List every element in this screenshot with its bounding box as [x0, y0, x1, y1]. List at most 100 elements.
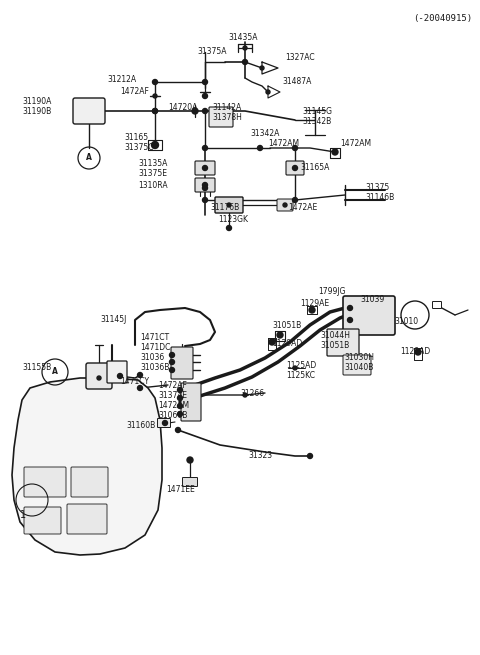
Circle shape	[169, 367, 175, 373]
FancyBboxPatch shape	[343, 296, 395, 335]
Text: 31190B: 31190B	[22, 107, 51, 117]
Circle shape	[348, 318, 352, 322]
Text: 31190A: 31190A	[22, 98, 51, 107]
Text: 1125KC: 1125KC	[286, 371, 315, 381]
Circle shape	[277, 332, 283, 338]
Circle shape	[169, 360, 175, 364]
FancyBboxPatch shape	[277, 199, 293, 211]
Circle shape	[227, 225, 231, 231]
Text: 31176B: 31176B	[210, 204, 239, 212]
Circle shape	[415, 349, 421, 355]
Text: 1472AM: 1472AM	[340, 138, 371, 147]
FancyBboxPatch shape	[432, 301, 442, 309]
Circle shape	[192, 108, 198, 114]
Circle shape	[178, 403, 182, 409]
Text: 31323: 31323	[248, 451, 272, 460]
Text: 31060B: 31060B	[158, 411, 187, 421]
Circle shape	[153, 109, 157, 113]
FancyBboxPatch shape	[343, 355, 371, 375]
Text: 31375E: 31375E	[138, 168, 167, 178]
Circle shape	[137, 386, 143, 390]
Circle shape	[348, 305, 352, 310]
Circle shape	[163, 421, 168, 426]
Text: 31266: 31266	[240, 388, 264, 398]
Text: 31375A: 31375A	[197, 48, 227, 56]
Circle shape	[152, 141, 158, 149]
Text: A: A	[86, 153, 92, 162]
Circle shape	[260, 66, 264, 70]
Text: 31374E: 31374E	[158, 392, 187, 400]
Circle shape	[293, 366, 297, 370]
Text: 14720A: 14720A	[168, 102, 197, 111]
Text: 1123GK: 1123GK	[218, 215, 248, 225]
Circle shape	[203, 79, 207, 84]
Text: 31375C: 31375C	[124, 143, 154, 153]
Text: 31165: 31165	[124, 134, 148, 143]
FancyBboxPatch shape	[24, 507, 61, 534]
Text: 31051B: 31051B	[320, 341, 349, 350]
FancyBboxPatch shape	[209, 107, 233, 127]
FancyBboxPatch shape	[86, 363, 112, 389]
FancyBboxPatch shape	[215, 197, 243, 213]
FancyBboxPatch shape	[67, 504, 107, 534]
Circle shape	[243, 46, 247, 50]
Text: 1: 1	[20, 510, 26, 520]
Text: 1472AF: 1472AF	[120, 86, 149, 96]
Circle shape	[332, 149, 338, 155]
Circle shape	[178, 411, 182, 417]
Text: 1799JG: 1799JG	[318, 286, 346, 295]
Text: 1472AM: 1472AM	[158, 402, 189, 411]
Circle shape	[292, 145, 298, 151]
Text: 1472AF: 1472AF	[158, 381, 187, 390]
Circle shape	[257, 145, 263, 151]
Circle shape	[308, 453, 312, 458]
Circle shape	[176, 428, 180, 432]
Text: 31378H: 31378H	[212, 113, 242, 121]
Text: 1310RA: 1310RA	[138, 181, 168, 189]
Circle shape	[153, 94, 157, 98]
Circle shape	[203, 166, 207, 170]
Circle shape	[178, 388, 182, 392]
Text: 31135A: 31135A	[138, 159, 168, 168]
Circle shape	[178, 396, 182, 400]
Circle shape	[203, 94, 207, 98]
Text: 31044H: 31044H	[320, 331, 350, 341]
Text: 31435A: 31435A	[228, 33, 257, 43]
FancyBboxPatch shape	[195, 161, 215, 175]
Text: 31142A: 31142A	[212, 102, 241, 111]
Text: 31010: 31010	[394, 318, 418, 326]
Circle shape	[203, 109, 207, 113]
Circle shape	[203, 185, 207, 191]
Text: 31051B: 31051B	[272, 322, 301, 331]
FancyBboxPatch shape	[327, 329, 359, 356]
Text: A: A	[52, 367, 58, 377]
Circle shape	[292, 198, 298, 202]
Text: 31039: 31039	[360, 295, 384, 305]
Circle shape	[292, 166, 298, 170]
Text: 31040B: 31040B	[344, 364, 373, 373]
Text: 31036: 31036	[140, 354, 164, 362]
Text: 31030H: 31030H	[344, 354, 374, 362]
Circle shape	[153, 109, 157, 113]
FancyBboxPatch shape	[171, 347, 193, 379]
Text: 1129AD: 1129AD	[272, 339, 302, 348]
Text: 1129AD: 1129AD	[400, 348, 430, 356]
Text: 31146B: 31146B	[365, 193, 394, 202]
Text: 1327AC: 1327AC	[285, 54, 314, 62]
Circle shape	[309, 307, 315, 313]
Text: 31212A: 31212A	[107, 75, 136, 84]
Text: 1471DC: 1471DC	[140, 343, 170, 352]
Circle shape	[203, 183, 207, 187]
Circle shape	[153, 143, 157, 147]
FancyBboxPatch shape	[24, 467, 66, 497]
Text: 1129AE: 1129AE	[300, 299, 329, 309]
FancyBboxPatch shape	[195, 178, 215, 192]
Text: (-20040915): (-20040915)	[413, 14, 472, 23]
Text: 1471CY: 1471CY	[120, 377, 149, 386]
Text: 1472AE: 1472AE	[288, 204, 317, 212]
Circle shape	[118, 373, 122, 379]
FancyBboxPatch shape	[182, 477, 197, 487]
Circle shape	[269, 339, 275, 345]
Text: 31155B: 31155B	[22, 364, 51, 373]
Text: 31342A: 31342A	[250, 128, 279, 138]
